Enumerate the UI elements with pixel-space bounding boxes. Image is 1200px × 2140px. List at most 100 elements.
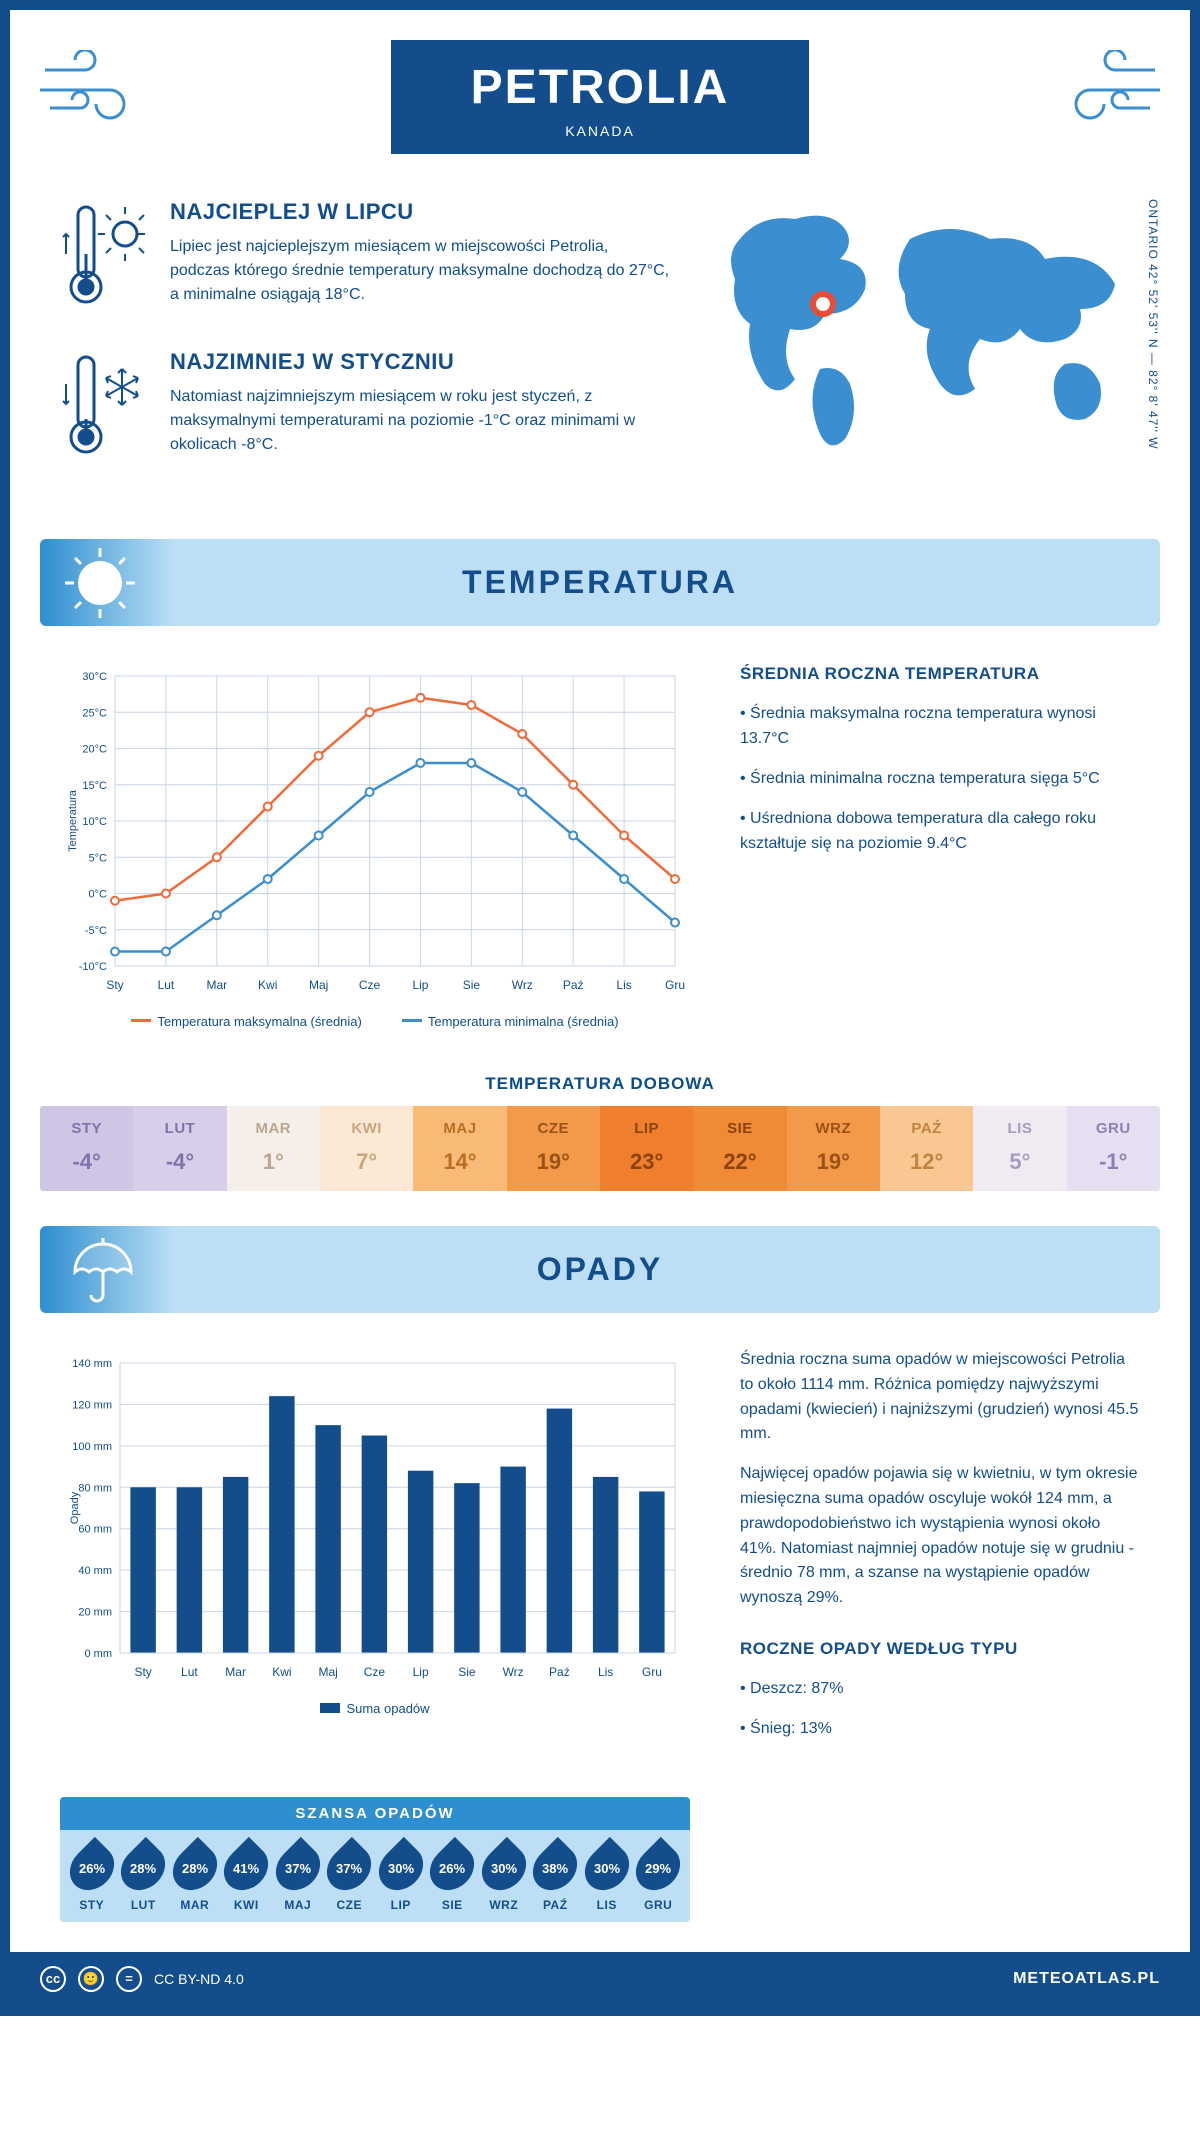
svg-text:Gru: Gru [665,978,685,992]
temp-summary-item: • Średnia minimalna roczna temperatura s… [740,767,1140,792]
daily-temp-cell: GRU-1° [1067,1106,1160,1191]
svg-text:Cze: Cze [364,1665,386,1679]
raindrop-icon: 30% [576,1837,638,1899]
raindrop-icon: 28% [164,1837,226,1899]
intro-section: NAJCIEPLEJ W LIPCU Lipiec jest najcieple… [10,179,1190,529]
chance-cell: 37%MAJ [272,1844,324,1912]
chance-cell: 30%LIS [581,1844,633,1912]
daily-temp-cell: MAJ14° [413,1106,506,1191]
precipitation-chart-row: 0 mm20 mm40 mm60 mm80 mm100 mm120 mm140 … [10,1323,1190,1782]
cc-icon: cc [40,1966,66,1992]
precip-type-title: ROCZNE OPADY WEDŁUG TYPU [740,1636,1140,1662]
chance-cell: 28%LUT [118,1844,170,1912]
daily-temp-cell: LIP23° [600,1106,693,1191]
coordinates-label: ONTARIO 42° 52' 53'' N — 82° 8' 47'' W [1146,199,1160,450]
site-name: METEOATLAS.PL [1013,1970,1160,1988]
svg-text:5°C: 5°C [89,852,108,864]
svg-text:60 mm: 60 mm [78,1524,112,1536]
wind-decoration-right-icon [1040,50,1160,130]
coldest-block: NAJZIMNIEJ W STYCZNIU Natomiast najzimni… [60,349,670,464]
svg-text:140 mm: 140 mm [72,1358,112,1370]
country-name: KANADA [471,123,730,139]
svg-text:Lip: Lip [413,1665,429,1679]
daily-temp-grid: STY-4°LUT-4°MAR1°KWI7°MAJ14°CZE19°LIP23°… [40,1106,1160,1191]
svg-text:Temperatura: Temperatura [67,789,79,852]
raindrop-icon: 26% [61,1837,123,1899]
svg-text:Kwi: Kwi [272,1665,291,1679]
svg-text:Lut: Lut [181,1665,198,1679]
chance-cell: 38%PAŹ [530,1844,582,1912]
precip-type-item: • Deszcz: 87% [740,1677,1140,1702]
raindrop-icon: 37% [318,1837,380,1899]
precip-summary-p2: Najwięcej opadów pojawia się w kwietniu,… [740,1462,1140,1611]
svg-text:Sie: Sie [458,1665,476,1679]
temperature-summary: ŚREDNIA ROCZNA TEMPERATURA • Średnia mak… [740,661,1140,871]
chance-cell: 26%SIE [427,1844,479,1912]
temp-summary-item: • Uśredniona dobowa temperatura dla całe… [740,807,1140,857]
svg-text:Paź: Paź [563,978,584,992]
thermometer-hot-icon [60,199,150,314]
svg-text:Paź: Paź [549,1665,570,1679]
hottest-text: Lipiec jest najcieplejszym miesiącem w m… [170,235,670,307]
svg-text:Sie: Sie [463,978,481,992]
precipitation-summary: Średnia roczna suma opadów w miejscowośc… [740,1348,1140,1757]
svg-text:Maj: Maj [318,1665,337,1679]
svg-text:100 mm: 100 mm [72,1441,112,1453]
svg-text:Kwi: Kwi [258,978,277,992]
hottest-block: NAJCIEPLEJ W LIPCU Lipiec jest najcieple… [60,199,670,314]
license-text: CC BY-ND 4.0 [154,1971,244,1987]
precip-summary-p1: Średnia roczna suma opadów w miejscowośc… [740,1348,1140,1447]
raindrop-icon: 38% [524,1837,586,1899]
page: PETROLIA KANADA NAJCIEPLEJ W LIPCU Lipie… [0,0,1200,2016]
header: PETROLIA KANADA [10,10,1190,179]
raindrop-icon: 28% [112,1837,174,1899]
world-map: ONTARIO 42° 52' 53'' N — 82° 8' 47'' W [710,199,1140,499]
temperature-heading: TEMPERATURA [40,564,1160,601]
daily-temp-cell: STY-4° [40,1106,133,1191]
svg-text:Lis: Lis [616,978,631,992]
by-icon: 🙂 [78,1966,104,1992]
temperature-section-header: TEMPERATURA [40,539,1160,626]
precipitation-section-header: OPADY [40,1226,1160,1313]
daily-temp-cell: MAR1° [227,1106,320,1191]
daily-temp-cell: CZE19° [507,1106,600,1191]
svg-text:Lis: Lis [598,1665,613,1679]
daily-temp-cell: LUT-4° [133,1106,226,1191]
precipitation-chance-card: SZANSA OPADÓW 26%STY28%LUT28%MAR41%KWI37… [60,1797,690,1922]
precipitation-heading: OPADY [40,1251,1160,1288]
svg-text:40 mm: 40 mm [78,1565,112,1577]
daily-temp-cell: PAŹ12° [880,1106,973,1191]
svg-text:80 mm: 80 mm [78,1482,112,1494]
hottest-title: NAJCIEPLEJ W LIPCU [170,199,670,225]
precipitation-bar-chart: 0 mm20 mm40 mm60 mm80 mm100 mm120 mm140 … [60,1348,690,1716]
coldest-text: Natomiast najzimniejszym miesiącem w rok… [170,385,670,457]
svg-text:15°C: 15°C [82,780,107,792]
chance-cell: 28%MAR [169,1844,221,1912]
svg-text:Cze: Cze [359,978,381,992]
precip-type-item: • Śnieg: 13% [740,1717,1140,1742]
title-banner: PETROLIA KANADA [391,40,810,154]
nd-icon: = [116,1966,142,1992]
sun-icon [60,543,140,623]
chance-cell: 37%CZE [324,1844,376,1912]
svg-text:Mar: Mar [206,978,227,992]
legend-min: Temperatura minimalna (średnia) [402,1014,619,1029]
chance-cell: 26%STY [66,1844,118,1912]
svg-text:0°C: 0°C [89,889,108,901]
svg-text:Gru: Gru [642,1665,662,1679]
raindrop-icon: 26% [421,1837,483,1899]
raindrop-icon: 30% [370,1837,432,1899]
temp-summary-title: ŚREDNIA ROCZNA TEMPERATURA [740,661,1140,687]
world-map-icon [710,199,1140,459]
svg-text:Wrz: Wrz [512,978,533,992]
svg-text:Lut: Lut [158,978,175,992]
raindrop-icon: 41% [215,1837,277,1899]
svg-text:Sty: Sty [134,1665,151,1679]
chance-cell: 29%GRU [633,1844,685,1912]
svg-text:Wrz: Wrz [503,1665,524,1679]
coldest-title: NAJZIMNIEJ W STYCZNIU [170,349,670,375]
daily-temp-title: TEMPERATURA DOBOWA [10,1074,1190,1094]
daily-temp-cell: WRZ19° [787,1106,880,1191]
svg-text:Opady: Opady [69,1491,81,1524]
daily-temp-cell: SIE22° [693,1106,786,1191]
